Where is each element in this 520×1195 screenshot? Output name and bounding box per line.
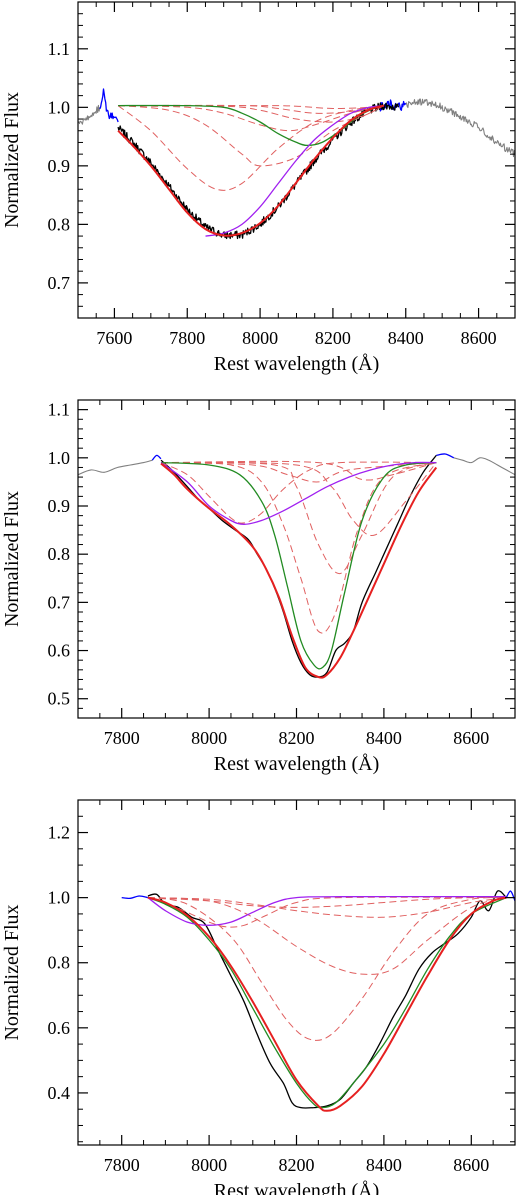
series-component	[160, 461, 437, 524]
series-component	[147, 897, 507, 918]
x-tick-label: 8400	[388, 328, 424, 348]
y-axis-label: Normalized Flux	[1, 904, 23, 1040]
series-continuum	[78, 459, 153, 476]
series-component	[118, 105, 385, 167]
series-component	[160, 461, 437, 575]
series-component	[160, 461, 437, 537]
series-total-fit	[117, 104, 385, 237]
y-tick-label: 1.0	[48, 97, 71, 117]
x-axis-label: Rest wavelength (Å)	[214, 753, 380, 775]
x-tick-label: 8400	[366, 1155, 402, 1175]
y-tick-label: 1.0	[48, 448, 71, 468]
series-component	[118, 105, 385, 132]
x-tick-label: 8600	[461, 328, 497, 348]
plot-frame	[77, 399, 516, 719]
series-group	[121, 890, 515, 1112]
x-tick-label: 8000	[191, 1155, 227, 1175]
series-observed-edge	[99, 88, 119, 123]
series-observed	[147, 890, 507, 1109]
x-axis-label: Rest wavelength (Å)	[214, 1180, 380, 1195]
y-tick-label: 0.6	[48, 641, 71, 661]
series-component	[147, 897, 507, 908]
series-group	[78, 88, 515, 240]
y-tick-label: 0.6	[48, 1018, 71, 1038]
y-tick-label: 0.5	[48, 689, 71, 709]
x-tick-label: 8400	[366, 728, 402, 748]
y-axis-label: Normalized Flux	[1, 92, 23, 228]
series-continuum	[78, 104, 101, 125]
series-component	[160, 462, 437, 483]
x-tick-label: 8000	[242, 328, 278, 348]
y-tick-label: 0.9	[48, 496, 71, 516]
series-observed-edge	[151, 454, 162, 461]
x-tick-label: 7800	[104, 728, 140, 748]
y-tick-label: 1.2	[48, 823, 71, 843]
series-total-fit	[147, 896, 507, 1112]
x-axis-label: Rest wavelength (Å)	[214, 353, 380, 375]
series-continuum	[405, 98, 515, 158]
series-component	[147, 896, 507, 928]
series-component	[118, 105, 384, 110]
y-tick-label: 0.7	[48, 592, 71, 612]
plot-frame	[77, 799, 516, 1146]
series-line-profile	[160, 461, 437, 670]
series-component	[117, 105, 384, 191]
x-tick-label: 7800	[104, 1155, 140, 1175]
series-component	[160, 462, 437, 634]
panel-3: 7800 8000 8200 8400 8600 0.4 0.6 0.8 1.0 1.2 Rest …	[1, 799, 516, 1195]
series-component	[118, 104, 384, 114]
y-tick-label: 1.1	[48, 39, 71, 59]
x-tick-label: 7800	[169, 328, 205, 348]
series-line-profile	[147, 895, 507, 926]
x-tick-label: 7600	[96, 328, 132, 348]
panel-2: 7800 8000 8200 8400 8600 0.5 0.6 0.7 0.8 0.9 1.0 1.…	[1, 399, 516, 775]
series-observed-edge	[436, 453, 455, 459]
x-tick-label: 8200	[315, 328, 351, 348]
x-tick-label: 8200	[279, 1155, 315, 1175]
series-component	[160, 460, 437, 481]
series-continuum	[453, 457, 515, 476]
y-tick-label: 0.8	[48, 544, 71, 564]
series-observed	[117, 102, 400, 240]
x-tick-label: 8600	[453, 1155, 489, 1175]
x-tick-label: 8600	[453, 728, 489, 748]
x-tick-label: 8000	[191, 728, 227, 748]
y-tick-label: 0.4	[48, 1083, 71, 1103]
x-tick-label: 8200	[279, 728, 315, 748]
y-tick-label: 1.1	[48, 400, 71, 420]
y-tick-label: 0.9	[48, 156, 71, 176]
series-line-profile	[160, 461, 437, 525]
series-observed-edge	[505, 890, 515, 902]
y-axis-label: Normalized Flux	[1, 491, 23, 627]
y-tick-label: 1.0	[48, 888, 71, 908]
series-total-fit	[160, 462, 438, 679]
y-tick-label: 0.8	[48, 214, 71, 234]
series-component	[147, 897, 507, 1041]
series-observed-edge	[121, 895, 149, 900]
y-tick-label: 0.7	[48, 273, 71, 293]
series-group	[78, 453, 515, 679]
panel-1: 7600 7800 8000 8200 8400 8600 0.7 0.8 0.9 1.0 1.1 R…	[1, 1, 516, 375]
y-tick-label: 0.8	[48, 953, 71, 973]
series-line-profile	[205, 104, 384, 237]
